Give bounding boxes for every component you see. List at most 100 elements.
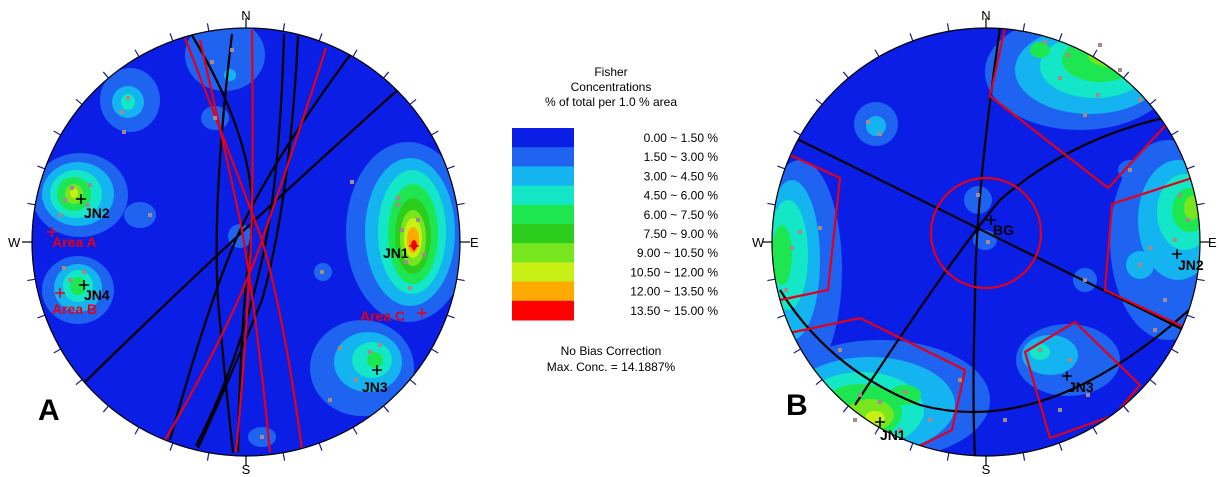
- legend-rows: 0.00 ~ 1.50 % 1.50 ~ 3.00 % 3.00 ~ 4.50 % 4…: [512, 128, 718, 321]
- pole-marker: [1138, 263, 1142, 267]
- compass-north: N: [981, 8, 990, 23]
- pole-marker: [1096, 93, 1100, 97]
- pole-marker: [853, 418, 857, 422]
- pole-marker: [148, 213, 152, 217]
- compass-west: W: [8, 235, 21, 250]
- legend-range-label: 10.50 ~ 12.00 %: [630, 265, 718, 279]
- pole-marker: [88, 183, 92, 187]
- mean-pole-cross: [55, 288, 65, 298]
- pole-marker: [1068, 358, 1072, 362]
- mean-pole-cross: [1062, 371, 1072, 381]
- pole-marker: [400, 228, 404, 232]
- plane-trace: [234, 29, 254, 453]
- legend-swatch: [512, 128, 574, 148]
- joint-label-jn1: JN1: [880, 427, 906, 443]
- pole-marker: [210, 60, 214, 64]
- degree-tick: [777, 165, 786, 170]
- stereonet-b-planes: [774, 28, 1200, 456]
- pole-marker: [898, 428, 902, 432]
- degree-tick: [318, 442, 323, 451]
- pole-marker: [858, 393, 862, 397]
- degree-tick: [815, 379, 823, 386]
- pole-marker: [350, 180, 354, 184]
- pole-marker: [62, 266, 66, 270]
- compass-east: E: [470, 235, 479, 250]
- mean-pole-cross: [79, 280, 89, 290]
- pole-marker: [903, 390, 907, 394]
- degree-tick: [842, 405, 849, 413]
- pole-marker: [1178, 193, 1182, 197]
- legend-range-label: 6.00 ~ 7.50 %: [644, 208, 719, 222]
- degree-tick: [793, 130, 801, 136]
- legend-swatch: [512, 204, 574, 225]
- zone-boundary: [779, 154, 842, 302]
- degree-tick: [767, 202, 776, 206]
- degree-tick: [318, 33, 323, 42]
- pole-marker: [976, 193, 980, 197]
- pole-marker: [1043, 40, 1047, 44]
- pole-marker: [1186, 218, 1190, 222]
- degree-tick: [946, 452, 950, 461]
- degree-tick: [1171, 348, 1179, 354]
- degree-tick: [1149, 379, 1157, 386]
- pole-marker: [1058, 76, 1062, 80]
- compass-south: S: [982, 462, 991, 477]
- pole-marker: [798, 230, 802, 234]
- mean-pole-cross: [986, 215, 996, 225]
- degree-tick: [53, 348, 61, 354]
- pole-marker: [878, 400, 882, 404]
- pole-marker: [320, 270, 324, 274]
- degree-tick: [75, 379, 83, 386]
- degree-tick: [815, 98, 823, 105]
- legend-range-label: 12.00 ~ 13.50 %: [630, 285, 718, 299]
- legend-swatch: [512, 300, 574, 321]
- plane-trace: [779, 289, 1200, 414]
- degree-tick: [134, 49, 140, 57]
- degree-tick: [1092, 49, 1098, 57]
- pole-marker: [90, 292, 94, 296]
- degree-tick: [27, 278, 36, 282]
- plane-trace: [198, 39, 272, 453]
- stereonet-a-planes: [84, 29, 403, 454]
- pole-marker: [1128, 168, 1132, 172]
- degree-tick: [767, 278, 776, 282]
- degree-tick: [383, 71, 390, 79]
- plane-trace: [195, 33, 286, 447]
- pole-marker: [354, 378, 358, 382]
- legend-swatch: [512, 166, 574, 187]
- legend-footer-line-1: No Bias Correction: [561, 344, 662, 358]
- background-zone-circle: [929, 176, 1043, 290]
- pole-marker: [230, 48, 234, 52]
- pole-marker: [338, 346, 342, 350]
- compass-north: N: [241, 8, 250, 23]
- stereonet-a: N S E W JN1 JN2 JN3 JN4 Area A Area B Ar…: [8, 8, 479, 477]
- legend-range-label: 3.00 ~ 4.50 %: [644, 169, 719, 183]
- area-label-a: Area A: [52, 234, 97, 250]
- degree-tick: [1149, 98, 1157, 105]
- degree-tick: [102, 71, 109, 79]
- mean-pole-cross: [1172, 249, 1182, 259]
- degree-tick: [169, 33, 174, 42]
- mean-pole-cross: [372, 365, 382, 375]
- mean-pole-cross: [76, 194, 86, 204]
- stereonet-a-contours: [32, 28, 460, 456]
- compass-west: W: [752, 235, 765, 250]
- legend-footer-line-2: Max. Conc. = 14.1887%: [547, 360, 676, 374]
- pole-marker: [58, 213, 62, 217]
- degree-tick: [75, 98, 83, 105]
- degree-tick: [206, 23, 210, 32]
- pole-marker: [1066, 53, 1070, 57]
- pole-marker: [784, 288, 788, 292]
- legend-range-label: 7.50 ~ 9.00 %: [644, 227, 719, 241]
- zone-boundary: [1023, 320, 1142, 440]
- degree-tick: [1186, 165, 1195, 170]
- mean-pole-cross: [409, 241, 419, 251]
- pole-marker: [260, 435, 264, 439]
- pole-marker: [1038, 348, 1042, 352]
- plane-trace: [774, 127, 1200, 339]
- pole-marker: [86, 203, 90, 207]
- pole-marker: [818, 226, 822, 230]
- degree-tick: [431, 348, 439, 354]
- joint-label-bg: BG: [993, 222, 1014, 238]
